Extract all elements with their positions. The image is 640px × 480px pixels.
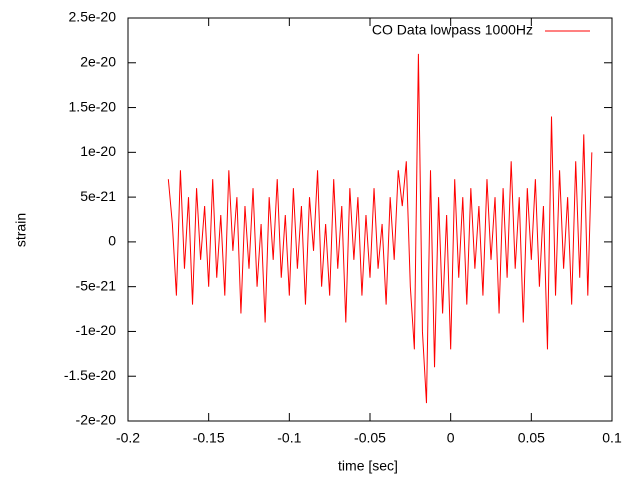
data-line [167, 53, 593, 404]
legend-label: CO Data lowpass 1000Hz [372, 22, 533, 38]
x-tick-label: -0.15 [193, 430, 225, 446]
x-axis-label: time [sec] [338, 458, 398, 474]
y-tick-label: -1.5e-20 [64, 367, 116, 383]
x-tick-label: 0.05 [518, 430, 545, 446]
y-tick-label: -2e-20 [76, 412, 117, 428]
y-tick-label: 5e-21 [80, 188, 116, 204]
y-tick-label: 0 [108, 233, 116, 249]
plot-border [127, 17, 613, 422]
y-axis-label: strain [13, 213, 29, 247]
x-tick-label: 0.1 [602, 430, 622, 446]
y-tick-label: 1e-20 [80, 143, 116, 159]
x-tick-label: -0.1 [277, 430, 301, 446]
x-tick-label: -0.2 [116, 430, 140, 446]
y-tick-label: 1.5e-20 [69, 98, 117, 114]
x-tick-label: -0.05 [354, 430, 386, 446]
y-tick-label: -1e-20 [76, 322, 117, 338]
x-tick-label: 0 [447, 430, 455, 446]
y-tick-label: -5e-21 [76, 277, 117, 293]
y-tick-label: 2.5e-20 [69, 9, 117, 25]
y-tick-label: 2e-20 [80, 53, 116, 69]
